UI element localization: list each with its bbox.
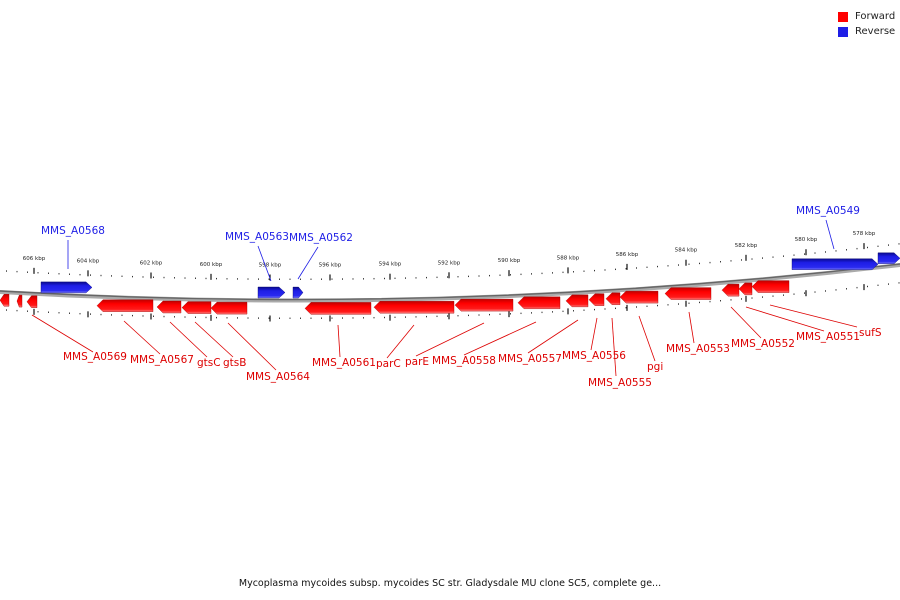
leader-line — [730, 306, 762, 339]
leader-line — [31, 314, 94, 353]
forward-gene-label: MMS_A0569 — [63, 351, 127, 363]
leader-line — [337, 324, 341, 358]
leader-line — [194, 321, 234, 358]
leader-line — [825, 219, 835, 250]
reverse-gene-arrow — [257, 286, 286, 299]
tick-labels: 606 kbp 604 kbp 602 kbp 600 kbp 598 kbp 596 k… — [23, 231, 876, 268]
forward-gene-label: pgi — [647, 361, 663, 373]
forward-gene-arrow — [588, 293, 605, 306]
forward-gene-label: MMS_A0567 — [130, 354, 194, 366]
leader-line — [769, 304, 858, 328]
forward-gene-arrow — [181, 301, 212, 314]
tick-label: 602 kbp — [140, 261, 163, 267]
forward-gene-label: MMS_A0564 — [246, 371, 310, 383]
genes — [0, 252, 900, 315]
tick-label: 600 kbp — [200, 262, 223, 268]
legend-forward: Forward — [838, 9, 895, 24]
tick-label: 580 kbp — [795, 237, 818, 243]
reverse-gene-label: MMS_A0563 — [225, 231, 289, 243]
leader-line — [227, 322, 277, 371]
forward-gene-arrow — [619, 290, 659, 304]
tick-label: 598 kbp — [259, 262, 282, 268]
forward-gene-label: MMS_A0552 — [731, 338, 795, 350]
tick-label: 606 kbp — [23, 256, 46, 262]
legend-forward-label: Forward — [855, 11, 896, 22]
reverse-gene-arrow — [877, 252, 900, 264]
forward-gene-label: MMS_A0551 — [796, 331, 860, 343]
forward-gene-arrow — [605, 292, 621, 305]
leader-line — [415, 322, 485, 357]
tick-label: 584 kbp — [675, 248, 698, 254]
map-caption: Mycoplasma mycoides subsp. mycoides SC s… — [238, 578, 662, 589]
forward-gene-arrow — [721, 283, 740, 297]
leader-line — [638, 315, 656, 362]
genome-backbone — [0, 263, 900, 303]
forward-gene-label: MMS_A0558 — [432, 355, 496, 367]
leader-line — [745, 306, 825, 332]
tick-label: 582 kbp — [735, 243, 758, 249]
forward-gene-arrow — [664, 287, 712, 300]
forward-gene-arrow — [16, 294, 23, 308]
tick-label: 604 kbp — [77, 258, 100, 264]
forward-gene-label: MMS_A0553 — [666, 343, 730, 355]
forward-gene-label: gtsB — [223, 357, 246, 369]
leader-line — [386, 324, 415, 359]
tick-label: 586 kbp — [616, 252, 639, 258]
reverse-gene-arrow — [40, 281, 93, 294]
reverse-gene-label: MMS_A0562 — [289, 232, 353, 244]
reverse-gene-label: MMS_A0568 — [41, 225, 105, 237]
leader-line — [688, 311, 695, 344]
forward-gene-label: MMS_A0557 — [498, 353, 562, 365]
forward-gene-arrow — [96, 299, 154, 312]
leader-line — [169, 321, 208, 358]
tick-label: 594 kbp — [379, 262, 402, 268]
reverse-swatch — [838, 26, 848, 37]
legend-reverse: Reverse — [838, 24, 895, 39]
leader-line — [611, 317, 617, 377]
forward-gene-label: gtsC — [197, 357, 221, 369]
forward-gene-label: MMS_A0556 — [562, 350, 626, 362]
leader-line — [257, 245, 272, 282]
forward-gene-arrow — [751, 280, 790, 293]
forward-gene-arrow — [565, 294, 589, 308]
forward-gene-arrow — [26, 295, 38, 308]
forward-gene-arrow — [738, 282, 753, 296]
tick-label: 590 kbp — [498, 258, 521, 264]
forward-gene-arrow — [454, 298, 514, 312]
forward-gene-label: parE — [405, 356, 429, 368]
forward-gene-arrow — [0, 294, 10, 307]
tick-label: 578 kbp — [853, 231, 876, 237]
reverse-gene-label: MMS_A0549 — [796, 205, 860, 217]
leader-line — [297, 246, 319, 280]
label-leaders — [31, 219, 858, 377]
reverse-gene-arrow — [292, 286, 304, 299]
forward-gene-arrow — [517, 296, 561, 310]
tick-label: 588 kbp — [557, 255, 580, 261]
leader-line — [527, 319, 579, 354]
forward-gene-label: parC — [376, 358, 401, 370]
forward-gene-label: sufS — [859, 327, 882, 339]
tick-label: 596 kbp — [319, 262, 342, 268]
forward-gene-label: MMS_A0561 — [312, 357, 376, 369]
leader-line — [590, 317, 598, 351]
forward-swatch — [838, 11, 848, 22]
gene-labels: MMS_A0568 MMS_A0563 MMS_A0562 MMS_A0549 MMS_… — [41, 205, 882, 389]
forward-gene-arrow — [210, 301, 248, 315]
forward-gene-arrow — [373, 301, 455, 314]
tick-label: 592 kbp — [438, 260, 461, 266]
legend: Forward Reverse — [838, 9, 895, 39]
leader-line — [463, 321, 537, 356]
forward-gene-arrow — [304, 302, 372, 315]
reverse-gene-arrow — [791, 258, 879, 270]
forward-gene-label: MMS_A0555 — [588, 377, 652, 389]
leader-line — [123, 320, 161, 355]
forward-gene-arrow — [156, 300, 182, 314]
legend-reverse-label: Reverse — [855, 26, 896, 37]
tick-marks — [6, 243, 900, 322]
